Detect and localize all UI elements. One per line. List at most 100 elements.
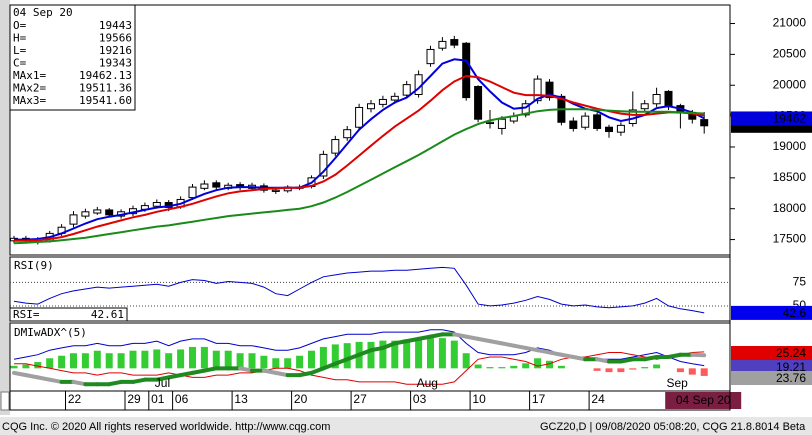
candle-body <box>426 48 435 65</box>
adx-segment <box>166 373 183 380</box>
dmi-histogram-bar <box>617 368 625 373</box>
y-tick-label: 19000 <box>773 139 807 153</box>
dmi-histogram-bar <box>260 355 268 369</box>
month-label: Jul <box>155 376 170 390</box>
adx-segment <box>47 377 64 384</box>
adx-segment <box>428 332 445 339</box>
adx-segment <box>690 352 707 358</box>
overlay: 04 Sep 20 RSI= 42.61 RSI(9) DMIwADX^(5) … <box>9 4 812 410</box>
moving-average <box>13 108 705 245</box>
candle-body <box>521 103 530 116</box>
info-label: MAx3= <box>13 94 46 107</box>
rsi-panel <box>9 256 731 322</box>
x-tick-label: 13 <box>234 392 248 406</box>
scroll-bar[interactable] <box>0 0 10 415</box>
dmi-histogram-bar <box>117 353 125 369</box>
x-tick-label: 22 <box>68 392 82 406</box>
adx-segment <box>499 341 516 348</box>
dmi-histogram-bar <box>462 353 470 369</box>
info-box <box>9 4 136 111</box>
adx-segment <box>238 366 254 373</box>
dmi-histogram-bar <box>129 350 137 369</box>
adx-segment <box>464 334 481 341</box>
y-tick-label: 75 <box>793 275 807 289</box>
dmi-histogram-bar <box>34 362 42 369</box>
dmi-histogram-bar <box>522 363 530 369</box>
candle-body <box>652 94 661 105</box>
candle-body <box>355 106 364 128</box>
candle-body <box>664 90 673 108</box>
dmi-histogram-bar <box>557 365 565 369</box>
candle-body <box>390 95 399 101</box>
footer-left: CQG Inc. © 2020 All rights reserved worl… <box>2 421 330 433</box>
adx-segment <box>618 357 635 364</box>
rsi-title: RSI(9) <box>14 259 54 272</box>
dmi-histogram-bar <box>700 368 708 376</box>
scroll-thumb[interactable] <box>0 391 10 411</box>
dmi-histogram-bar <box>676 368 684 373</box>
dmi-histogram-bar <box>486 367 494 369</box>
info-label: O= <box>13 19 27 32</box>
dmi-histogram-bar <box>105 353 113 369</box>
adx-segment <box>392 339 409 346</box>
candle-body <box>81 211 90 217</box>
dmi-last-label: 19.21 <box>776 360 806 374</box>
dmi-last-label: 23.76 <box>776 371 806 385</box>
adx-segment <box>202 366 219 373</box>
cursor-box <box>665 392 742 409</box>
dmi-histogram-bar <box>534 358 542 369</box>
dmi-histogram-bar <box>427 338 434 369</box>
candle-body <box>271 189 280 192</box>
dmi-histogram-bar <box>403 339 411 369</box>
dmi-histogram-bar <box>46 358 54 369</box>
dmi-histogram-bar <box>272 358 280 369</box>
x-tick-label: 20 <box>294 392 308 406</box>
dmi-histogram-bar <box>284 358 292 369</box>
rsi-line <box>13 266 705 314</box>
dmi-histogram-bar <box>93 350 101 369</box>
candle-body <box>331 139 340 154</box>
adx-segment <box>23 373 40 380</box>
adx-segment <box>488 339 504 346</box>
candle-body <box>569 120 578 129</box>
adx-segment <box>357 348 373 357</box>
candle-body <box>200 183 209 189</box>
candle-body <box>640 103 649 110</box>
dmi-histogram-bar <box>248 353 256 369</box>
candle-body <box>378 98 387 105</box>
info-value: 19343 <box>99 57 132 70</box>
dmi-histogram-bar <box>153 349 161 369</box>
rsi-value-title: RSI= <box>13 308 40 321</box>
dmi-histogram-bar <box>189 346 196 369</box>
dmi-histogram-bar <box>296 355 304 369</box>
footer-bar <box>0 417 812 435</box>
candle-body <box>343 129 352 139</box>
rsi-last-label-box <box>731 305 812 320</box>
dmi-histogram-bar <box>415 339 423 369</box>
adx-segment <box>321 361 338 371</box>
dmi-histogram-bar <box>308 350 315 369</box>
adx-segment <box>333 357 350 366</box>
ma1-label: 19462 <box>773 112 807 126</box>
x-tick-label: 24 <box>591 392 605 406</box>
adx-segment <box>154 375 171 382</box>
info-label: MAx2= <box>13 82 46 95</box>
info-label: H= <box>13 32 27 45</box>
info-label: L= <box>13 44 27 57</box>
adx-segment <box>642 355 659 362</box>
dmi-histogram-bar <box>367 341 375 369</box>
dmi-histogram-bar <box>438 338 446 369</box>
x-tick-label: 06 <box>175 392 189 406</box>
adx-segment <box>511 343 528 350</box>
adx-segment <box>369 345 385 353</box>
adx-segment <box>666 352 683 359</box>
candle-body <box>319 153 328 177</box>
adx-segment <box>547 350 564 357</box>
rsi-value: 42.61 <box>91 308 124 321</box>
candle-body <box>438 40 447 49</box>
adx-segment <box>476 336 492 344</box>
info-value: 19566 <box>99 32 132 45</box>
adx-segment <box>404 336 421 344</box>
adx-segment <box>571 355 588 362</box>
